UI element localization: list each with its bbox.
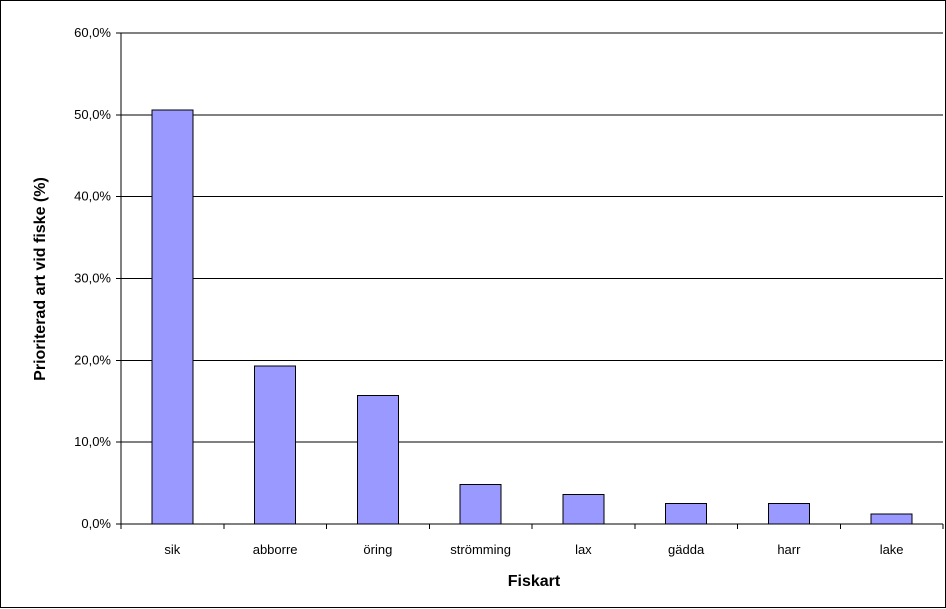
y-tick-label: 0,0% — [81, 516, 111, 531]
bar-strömming — [459, 484, 502, 525]
x-tick-label: abborre — [253, 542, 298, 557]
x-tick-label: öring — [363, 542, 392, 557]
y-tick-label: 60,0% — [74, 25, 111, 40]
gridlines — [121, 32, 943, 443]
bar-öring — [356, 395, 399, 525]
bar-harr — [767, 503, 810, 525]
y-tick-label: 20,0% — [74, 352, 111, 367]
x-tick-label: sik — [164, 542, 180, 557]
x-tick-label: gädda — [668, 542, 705, 557]
y-tick-label: 30,0% — [74, 271, 111, 286]
bar-sik — [151, 109, 194, 525]
y-axis-title: Prioriterad art vid fiske (%) — [32, 177, 49, 381]
bar-gädda — [665, 503, 708, 525]
x-axis-title: Fiskart — [508, 573, 561, 590]
y-tick-label: 10,0% — [74, 434, 111, 449]
bar-lax — [562, 494, 605, 525]
y-tick-labels: 0,0% 10,0% 20,0% 30,0% 40,0% 50,0% 60,0% — [74, 25, 111, 531]
bar-lake — [870, 513, 913, 525]
bar-abborre — [254, 365, 297, 525]
x-tick-label: harr — [777, 542, 801, 557]
x-tick-label: strömming — [450, 542, 511, 557]
y-tick-label: 40,0% — [74, 189, 111, 204]
axes — [116, 32, 944, 529]
bars — [151, 109, 913, 525]
x-tick-labels: sik abborre öring strömming lax gädda harr lake — [164, 542, 903, 557]
x-tick-label: lake — [880, 542, 904, 557]
y-tick-label: 50,0% — [74, 107, 111, 122]
x-tick-label: lax — [575, 542, 592, 557]
